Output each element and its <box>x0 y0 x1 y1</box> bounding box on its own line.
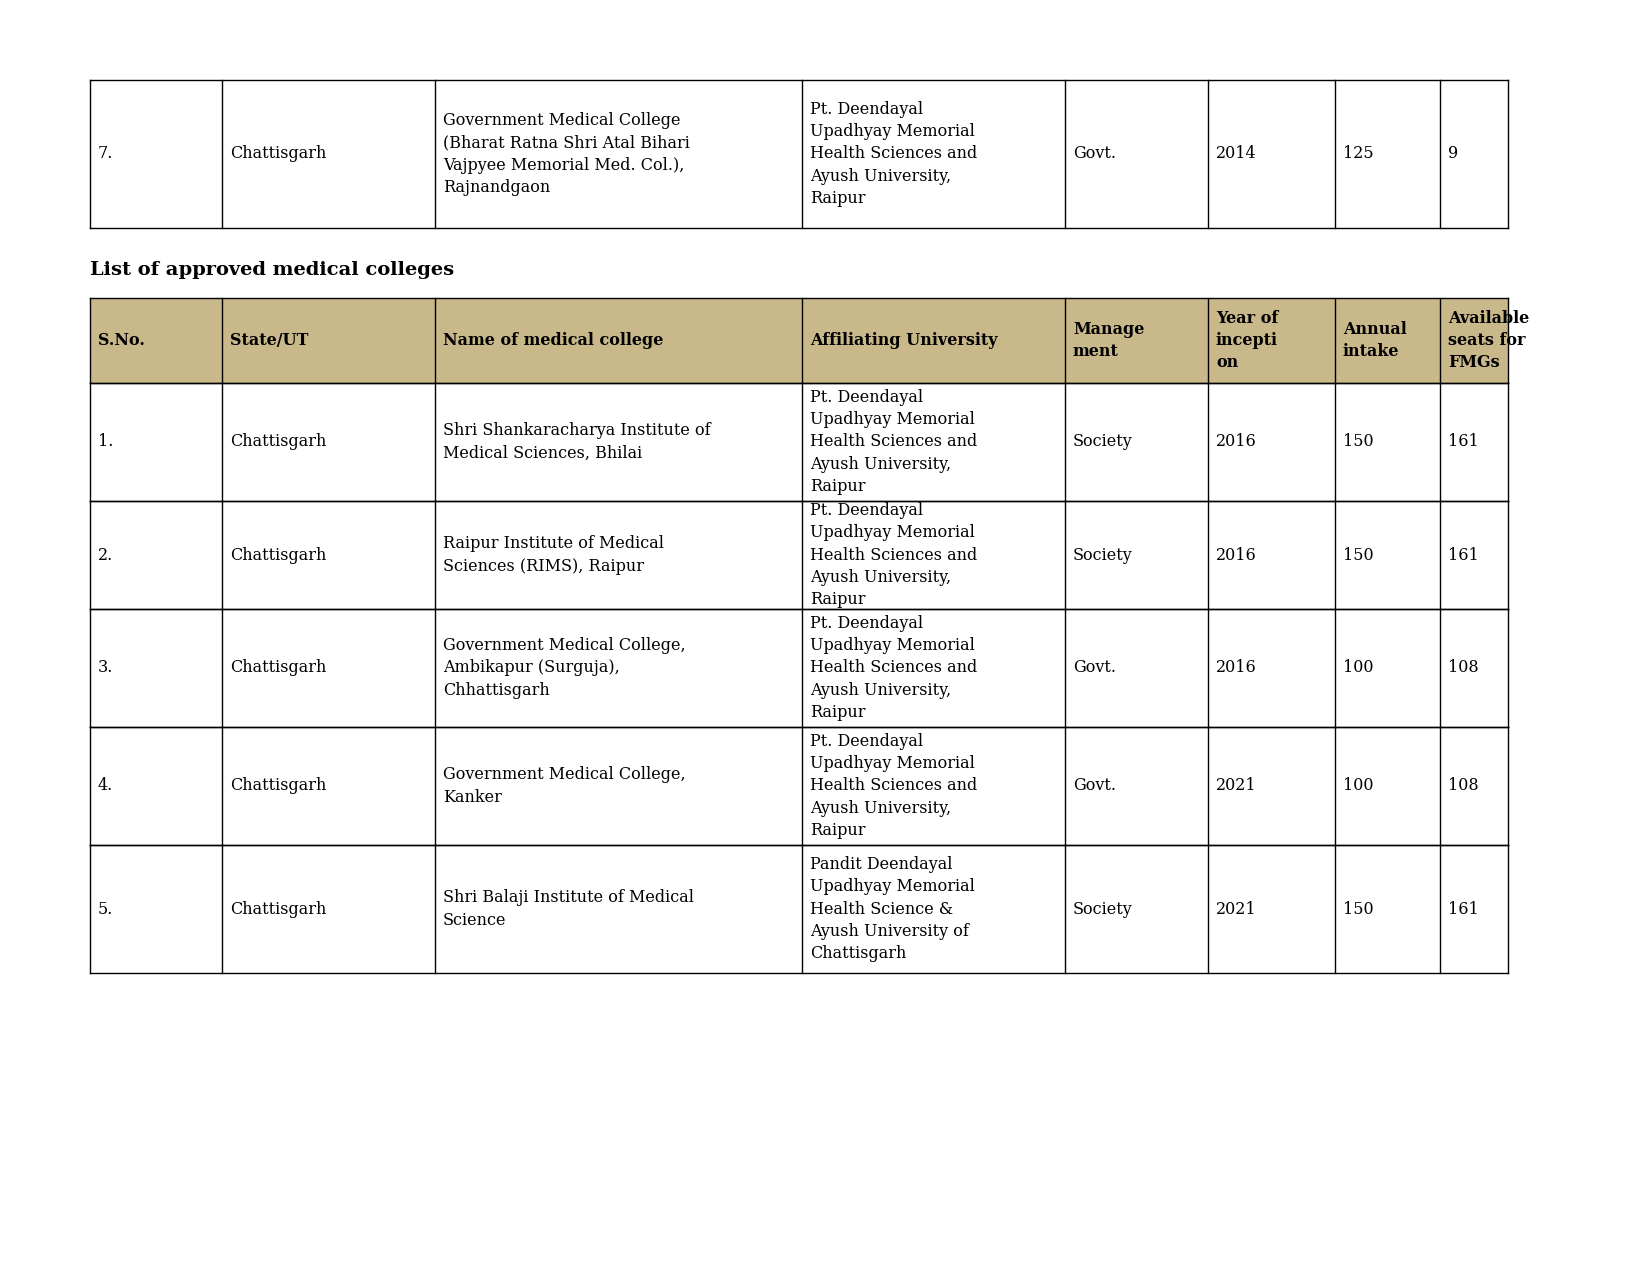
Text: 2014: 2014 <box>1217 145 1256 162</box>
Text: Manage
ment: Manage ment <box>1073 321 1144 360</box>
Text: Pt. Deendayal
Upadhyay Memorial
Health Sciences and
Ayush University,
Raipur: Pt. Deendayal Upadhyay Memorial Health S… <box>811 502 977 608</box>
Text: Pt. Deendayal
Upadhyay Memorial
Health Sciences and
Ayush University,
Raipur: Pt. Deendayal Upadhyay Memorial Health S… <box>811 389 977 495</box>
Text: 108: 108 <box>1448 659 1479 677</box>
Text: 5.: 5. <box>97 900 114 918</box>
Text: S.No.: S.No. <box>97 332 145 349</box>
Text: 2016: 2016 <box>1217 659 1256 677</box>
Text: Government Medical College,
Kanker: Government Medical College, Kanker <box>442 766 685 806</box>
Text: Chattisgarh: Chattisgarh <box>229 778 327 794</box>
Text: 1.: 1. <box>97 434 114 450</box>
Text: 125: 125 <box>1342 145 1374 162</box>
Text: Pt. Deendayal
Upadhyay Memorial
Health Sciences and
Ayush University,
Raipur: Pt. Deendayal Upadhyay Memorial Health S… <box>811 615 977 720</box>
Text: Govt.: Govt. <box>1073 145 1116 162</box>
Text: Government Medical College
(Bharat Ratna Shri Atal Bihari
Vajpyee Memorial Med. : Government Medical College (Bharat Ratna… <box>442 112 690 196</box>
Text: Government Medical College,
Ambikapur (Surguja),
Chhattisgarh: Government Medical College, Ambikapur (S… <box>442 638 685 699</box>
Text: Affiliating University: Affiliating University <box>811 332 997 349</box>
Text: Year of
incepti
on: Year of incepti on <box>1217 310 1278 371</box>
Text: Chattisgarh: Chattisgarh <box>229 659 327 677</box>
Text: 7.: 7. <box>97 145 114 162</box>
Text: State/UT: State/UT <box>229 332 309 349</box>
Text: Society: Society <box>1073 900 1133 918</box>
Text: Name of medical college: Name of medical college <box>442 332 664 349</box>
Text: 3.: 3. <box>97 659 114 677</box>
Text: 2016: 2016 <box>1217 547 1256 564</box>
Text: Pandit Deendayal
Upadhyay Memorial
Health Science &
Ayush University of
Chattisg: Pandit Deendayal Upadhyay Memorial Healt… <box>811 856 974 961</box>
Text: Shri Shankaracharya Institute of
Medical Sciences, Bhilai: Shri Shankaracharya Institute of Medical… <box>442 422 710 462</box>
Text: 150: 150 <box>1342 900 1374 918</box>
Text: 100: 100 <box>1342 778 1374 794</box>
Text: 100: 100 <box>1342 659 1374 677</box>
Text: 150: 150 <box>1342 434 1374 450</box>
Text: Raipur Institute of Medical
Sciences (RIMS), Raipur: Raipur Institute of Medical Sciences (RI… <box>442 536 664 575</box>
Text: Chattisgarh: Chattisgarh <box>229 547 327 564</box>
Text: 108: 108 <box>1448 778 1479 794</box>
Bar <box>91 298 1507 382</box>
Text: 2016: 2016 <box>1217 434 1256 450</box>
Text: 4.: 4. <box>97 778 114 794</box>
Text: Chattisgarh: Chattisgarh <box>229 145 327 162</box>
Text: Pt. Deendayal
Upadhyay Memorial
Health Sciences and
Ayush University,
Raipur: Pt. Deendayal Upadhyay Memorial Health S… <box>811 101 977 207</box>
Text: Available
seats for
FMGs: Available seats for FMGs <box>1448 310 1529 371</box>
Text: 2.: 2. <box>97 547 114 564</box>
Text: Chattisgarh: Chattisgarh <box>229 434 327 450</box>
Text: 9: 9 <box>1448 145 1458 162</box>
Text: Shri Balaji Institute of Medical
Science: Shri Balaji Institute of Medical Science <box>442 890 693 928</box>
Text: Pt. Deendayal
Upadhyay Memorial
Health Sciences and
Ayush University,
Raipur: Pt. Deendayal Upadhyay Memorial Health S… <box>811 733 977 839</box>
Text: 150: 150 <box>1342 547 1374 564</box>
Text: Society: Society <box>1073 434 1133 450</box>
Text: 161: 161 <box>1448 547 1479 564</box>
Text: 2021: 2021 <box>1217 778 1256 794</box>
Text: Chattisgarh: Chattisgarh <box>229 900 327 918</box>
Text: List of approved medical colleges: List of approved medical colleges <box>91 261 454 279</box>
Text: Govt.: Govt. <box>1073 659 1116 677</box>
Text: 161: 161 <box>1448 434 1479 450</box>
Text: Society: Society <box>1073 547 1133 564</box>
Text: 161: 161 <box>1448 900 1479 918</box>
Text: Annual
intake: Annual intake <box>1342 321 1407 360</box>
Text: 2021: 2021 <box>1217 900 1256 918</box>
Text: Govt.: Govt. <box>1073 778 1116 794</box>
